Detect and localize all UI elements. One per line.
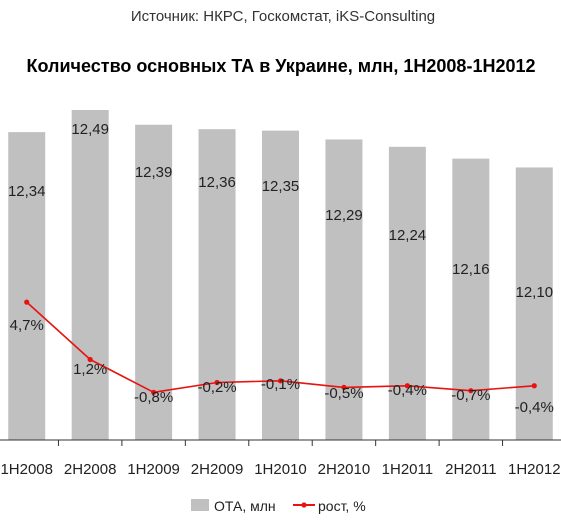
source-note: Источник: НКРС, Госкомстат, iKS-Consulti… — [131, 8, 435, 25]
legend-label-bars: ОТА, млн — [214, 498, 276, 514]
growth-value-label: -0,4% — [515, 399, 554, 416]
data-labels: 12,34 12,49 12,39 12,36 12,35 12,29 12,24 12,16… — [8, 121, 554, 416]
growth-value-label: 1,2% — [73, 361, 107, 378]
x-tick-label: 1H2012 — [508, 461, 561, 478]
bar-2H2008 — [71, 110, 109, 440]
x-tick-label: 1H2009 — [127, 461, 180, 478]
bar-value-label: 12,39 — [135, 164, 173, 181]
growth-point-1H2009 — [151, 389, 157, 395]
line-series — [24, 299, 537, 395]
bar-value-label: 12,36 — [198, 174, 236, 191]
legend: ОТА, млн рост, % — [191, 498, 366, 514]
growth-point-2H2008 — [87, 356, 93, 363]
x-tick-label: 2H2009 — [191, 461, 244, 478]
bar-value-label: 12,35 — [262, 178, 300, 195]
growth-value-label: -0,4% — [388, 382, 427, 399]
x-tick-label: 1H2008 — [0, 461, 53, 478]
growth-point-1H2011 — [404, 383, 410, 389]
x-tick-label: 2H2011 — [445, 461, 496, 478]
growth-point-2H2010 — [341, 384, 347, 390]
bar-value-label: 12,16 — [452, 261, 490, 278]
bar-1H2012 — [515, 167, 553, 440]
bar-1H2011 — [388, 146, 426, 440]
legend-swatch-bars — [191, 499, 209, 511]
growth-point-2H2009 — [214, 379, 220, 386]
growth-value-label: -0,1% — [261, 376, 300, 393]
growth-point-1H2010 — [277, 378, 284, 384]
chart-title: Количество основных ТА в Украине, млн, 1… — [27, 56, 536, 76]
growth-value-label: 4,7% — [10, 317, 44, 334]
bar-value-label: 12,29 — [325, 207, 363, 224]
bar-value-label: 12,34 — [8, 183, 46, 200]
x-tick-label: 2H2008 — [64, 461, 117, 478]
growth-point-2H2011 — [468, 388, 474, 394]
growth-value-label: -0,8% — [134, 389, 173, 406]
legend-label-line: рост, % — [318, 498, 366, 514]
growth-value-label: -0,7% — [451, 387, 490, 404]
bar-value-label: 12,10 — [516, 284, 554, 301]
x-tick-label: 1H2011 — [382, 461, 433, 478]
x-tick-label: 1H2010 — [254, 461, 307, 478]
growth-point-1H2008 — [24, 299, 30, 305]
growth-value-label: -0,5% — [324, 385, 363, 402]
bar-value-label: 12,49 — [71, 121, 109, 138]
growth-value-label: -0,2% — [197, 379, 236, 396]
legend-marker-line — [301, 502, 307, 508]
bar-1H2008 — [8, 132, 46, 441]
growth-point-1H2012 — [531, 383, 537, 389]
bar-1H2010 — [262, 130, 299, 440]
bar-2H2009 — [198, 129, 236, 440]
x-tick-label: 2H2010 — [318, 461, 371, 478]
bar-1H2009 — [135, 124, 173, 440]
x-axis: 1H2008 2H2008 1H2009 2H2009 1H2010 2H2010 1H20… — [0, 439, 561, 478]
bar-value-label: 12,24 — [389, 227, 427, 244]
